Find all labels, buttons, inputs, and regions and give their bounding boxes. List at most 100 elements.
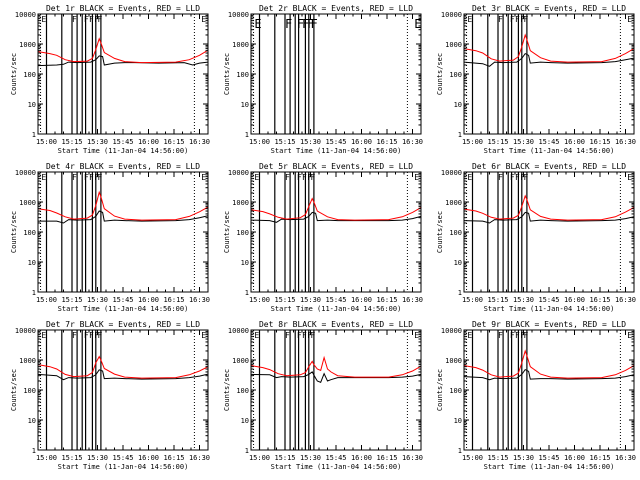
flag-letter: E — [414, 331, 419, 340]
flag-letter: E — [201, 15, 206, 24]
x-tick-label: 16:30 — [615, 454, 636, 462]
y-axis-label: Counts/sec — [10, 369, 18, 411]
x-tick-label: 15:00 — [462, 138, 483, 146]
x-tick-label: 16:15 — [589, 138, 610, 146]
flag-letter: F — [311, 173, 316, 182]
flag-letter: F — [524, 15, 529, 24]
y-tick-label: 1000 — [445, 199, 462, 207]
panel-title: Det 7r BLACK = Events, RED = LLD — [46, 320, 200, 329]
x-tick-label: 16:30 — [402, 296, 423, 304]
x-tick-label: 16:15 — [376, 296, 397, 304]
flag-letter: E — [414, 173, 419, 182]
x-tick-label: 16:30 — [402, 138, 423, 146]
plot-frame — [250, 171, 422, 293]
y-axis-label: Counts/sec — [223, 369, 231, 411]
panel-title: Det 4r BLACK = Events, RED = LLD — [46, 162, 200, 171]
x-tick-label: 15:00 — [462, 296, 483, 304]
x-tick-label: 15:30 — [300, 454, 321, 462]
y-tick-label: 1000 — [445, 357, 462, 365]
plot-frame — [463, 329, 635, 451]
x-tick-label: 16:30 — [189, 138, 210, 146]
y-tick-label: 1000 — [19, 199, 36, 207]
y-tick-label: 10 — [241, 101, 249, 109]
flag-letter: F — [520, 173, 525, 182]
events-series-line — [38, 369, 208, 381]
y-tick-label: 10000 — [15, 169, 36, 177]
events-series-line — [38, 55, 208, 67]
flag-letter: E — [254, 331, 259, 340]
flag-letter: E — [467, 331, 472, 340]
x-tick-label: 16:15 — [376, 138, 397, 146]
plot-frame — [250, 329, 422, 451]
x-axis-label: Start Time (11-Jan-04 14:56:00) — [484, 463, 615, 471]
flag-letter: F — [72, 173, 77, 182]
x-tick-label: 16:30 — [615, 296, 636, 304]
flag-letter: F — [302, 331, 307, 340]
flag-letter: F — [84, 331, 89, 340]
x-tick-label: 15:45 — [538, 138, 559, 146]
x-tick-label: 15:15 — [274, 454, 295, 462]
y-tick-label: 1000 — [445, 41, 462, 49]
x-tick-label: 15:00 — [249, 296, 270, 304]
y-tick-label: 1 — [245, 447, 249, 455]
flag-letter: F — [72, 15, 77, 24]
events-series-line — [464, 211, 634, 224]
flag-letter: F — [307, 331, 312, 340]
x-axis-label: Start Time (11-Jan-04 14:56:00) — [271, 147, 402, 155]
x-tick-label: 16:00 — [564, 296, 585, 304]
x-axis-label: Start Time (11-Jan-04 14:56:00) — [58, 147, 189, 155]
y-tick-label: 1 — [32, 131, 36, 139]
y-tick-label: 10000 — [441, 169, 462, 177]
y-axis-label: Counts/sec — [223, 211, 231, 253]
x-tick-label: 15:00 — [36, 454, 57, 462]
x-tick-label: 16:15 — [589, 454, 610, 462]
y-tick-label: 1 — [32, 447, 36, 455]
flag-letter: F — [510, 15, 515, 24]
y-tick-label: 10000 — [15, 11, 36, 19]
flag-letter: F — [307, 17, 314, 31]
x-tick-label: 16:30 — [402, 454, 423, 462]
y-tick-label: 10000 — [228, 169, 249, 177]
x-tick-label: 16:00 — [564, 138, 585, 146]
flag-letter: E — [41, 15, 46, 24]
flag-letter: F — [302, 173, 307, 182]
x-tick-label: 15:00 — [36, 138, 57, 146]
flag-letter: F — [297, 17, 304, 31]
y-tick-label: 1 — [245, 289, 249, 297]
flag-letter: F — [498, 173, 503, 182]
x-tick-label: 16:00 — [138, 138, 159, 146]
x-tick-label: 16:00 — [564, 454, 585, 462]
x-tick-label: 16:30 — [189, 296, 210, 304]
y-tick-label: 100 — [236, 71, 249, 79]
lld-series-line — [464, 349, 634, 379]
x-tick-label: 15:15 — [61, 296, 82, 304]
x-tick-label: 15:30 — [513, 296, 534, 304]
y-tick-label: 10 — [241, 259, 249, 267]
panel-title: Det 6r BLACK = Events, RED = LLD — [472, 162, 626, 171]
flag-letter: E — [627, 15, 632, 24]
events-series-line — [464, 52, 634, 67]
flag-letter: F — [94, 173, 99, 182]
x-tick-label: 16:00 — [351, 138, 372, 146]
panel-title: Det 3r BLACK = Events, RED = LLD — [472, 4, 626, 13]
y-axis-label: Counts/sec — [10, 53, 18, 95]
flag-letter: F — [89, 15, 94, 24]
x-axis-label: Start Time (11-Jan-04 14:56:00) — [271, 305, 402, 313]
y-tick-label: 10000 — [228, 327, 249, 335]
x-tick-label: 16:30 — [615, 138, 636, 146]
flag-letter: F — [72, 331, 77, 340]
x-tick-label: 15:00 — [36, 296, 57, 304]
flag-letter: F — [98, 173, 103, 182]
panel-title: Det 5r BLACK = Events, RED = LLD — [259, 162, 413, 171]
flag-letter: F — [285, 331, 290, 340]
x-axis-label: Start Time (11-Jan-04 14:56:00) — [271, 463, 402, 471]
y-tick-label: 1000 — [232, 41, 249, 49]
y-axis-label: Counts/sec — [436, 53, 444, 95]
y-tick-label: 1000 — [232, 357, 249, 365]
flag-letter: F — [498, 15, 503, 24]
panel-title: Det 8r BLACK = Events, RED = LLD — [259, 320, 413, 329]
